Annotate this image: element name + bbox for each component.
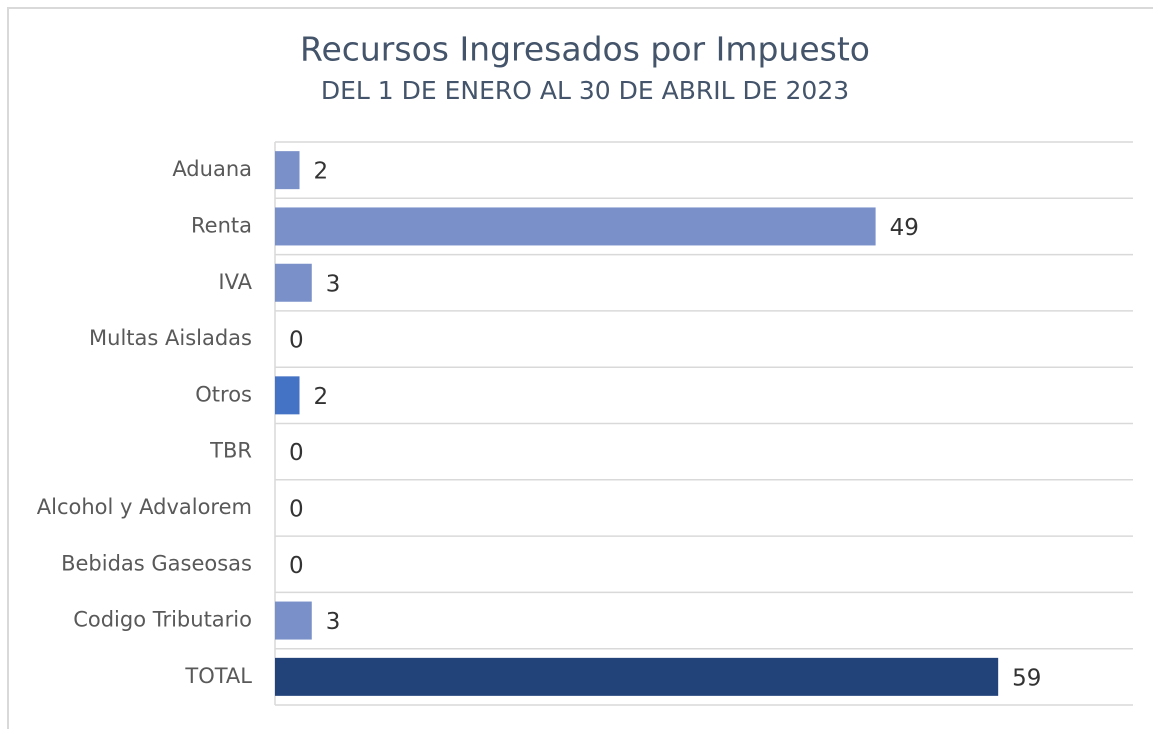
y-tick-label: Aduana	[172, 157, 252, 181]
value-label: 3	[326, 609, 341, 635]
y-tick-label: IVA	[218, 270, 252, 294]
bar	[275, 601, 312, 640]
y-tick-label: TOTAL	[184, 664, 252, 688]
value-label: 0	[289, 440, 304, 466]
y-tick-label: Codigo Tributario	[73, 608, 252, 632]
value-label: 0	[289, 328, 304, 354]
chart-subtitle: DEL 1 DE ENERO AL 30 DE ABRIL DE 2023	[321, 76, 849, 105]
value-label: 0	[289, 553, 304, 579]
y-tick-label: Otros	[195, 382, 252, 406]
frame	[7, 7, 1153, 729]
y-tick-label: Alcohol y Advalorem	[37, 495, 252, 519]
y-tick-label: TBR	[209, 439, 252, 463]
value-label: 0	[289, 496, 304, 522]
bar	[275, 657, 999, 696]
value-label: 2	[314, 159, 329, 185]
value-label: 49	[890, 215, 919, 241]
bar	[275, 376, 300, 415]
y-tick-label: Multas Aisladas	[89, 326, 252, 350]
bar	[275, 151, 300, 190]
value-label: 59	[1012, 665, 1041, 691]
value-label: 2	[314, 384, 329, 410]
value-label: 3	[326, 271, 341, 297]
y-tick-label: Bebidas Gaseosas	[61, 551, 252, 575]
chart-title: Recursos Ingresados por Impuesto	[300, 30, 870, 69]
bar	[275, 207, 876, 246]
y-tick-label: Renta	[191, 213, 252, 237]
bar	[275, 263, 312, 302]
